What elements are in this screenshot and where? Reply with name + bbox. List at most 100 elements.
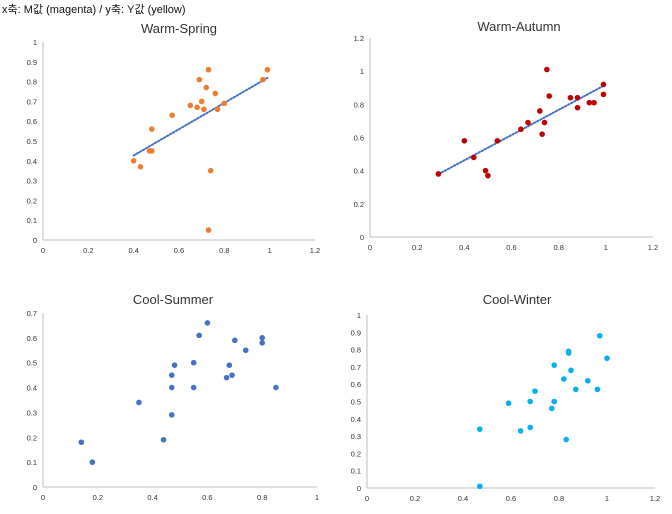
y-tick-label: 0 xyxy=(357,484,361,493)
data-point xyxy=(565,348,572,355)
y-tick-label: 0.4 xyxy=(27,157,37,166)
y-tick-label: 0.9 xyxy=(27,58,37,67)
data-point xyxy=(586,99,593,106)
x-tick-label: 1 xyxy=(315,493,319,502)
y-tick-label: 0.1 xyxy=(27,458,37,467)
y-tick-label: 0.8 xyxy=(354,100,364,109)
data-point xyxy=(527,398,533,405)
data-point xyxy=(551,398,557,405)
data-point xyxy=(567,94,574,101)
y-tick-label: 0.4 xyxy=(351,415,361,424)
y-tick-label: 0.8 xyxy=(351,346,361,355)
x-tick-label: 0.2 xyxy=(410,494,420,503)
y-tick-label: 0.2 xyxy=(354,200,364,209)
y-tick-label: 0.6 xyxy=(351,380,361,389)
data-point xyxy=(485,172,491,179)
y-tick-label: 0.1 xyxy=(351,467,361,476)
chart-title-cool-summer: Cool-Summer xyxy=(133,292,214,307)
y-tick-label: 0.1 xyxy=(27,216,37,225)
y-tick-label: 1 xyxy=(33,38,37,47)
data-point xyxy=(273,384,279,391)
y-tick-label: 0.2 xyxy=(27,196,37,205)
chart-cool-winter: Cool-Winter 0 0.2 0.4 0.6 0.8 1 1.2 0 0.1 0.2 0.3 0.… xyxy=(351,292,661,503)
data-point xyxy=(205,227,212,233)
trendline xyxy=(132,76,269,157)
y-tick-label: 0.6 xyxy=(27,117,37,126)
y-tick-label: 1 xyxy=(357,311,361,320)
y-tick-label: 1 xyxy=(360,67,364,76)
y-tick-label: 0.4 xyxy=(27,384,37,393)
data-point xyxy=(525,119,531,126)
data-point xyxy=(573,386,579,393)
data-point xyxy=(518,126,524,133)
x-tick-label: 1.2 xyxy=(650,494,660,503)
data-point xyxy=(136,399,142,406)
chart-title-warm-spring: Warm-Spring xyxy=(141,21,217,36)
data-point xyxy=(517,428,524,434)
x-tick-label: 0.2 xyxy=(93,493,103,502)
x-tick-label: 1 xyxy=(268,246,272,255)
x-tick-label: 0 xyxy=(365,494,369,503)
data-point xyxy=(527,424,533,431)
data-point xyxy=(190,359,197,366)
data-point xyxy=(226,362,233,369)
chart-warm-spring: Warm-Spring 0 0.2 0.4 0.6 0.8 1 1.2 0 0.1 0.2 0.3 0.… xyxy=(27,21,321,255)
y-tick-label: 0.3 xyxy=(351,432,361,441)
data-point xyxy=(160,436,167,443)
y-tick-label: 0.3 xyxy=(27,408,37,417)
chart-cool-summer: Cool-Summer 0 0.2 0.4 0.6 0.8 1 0 0.1 0.2 0.3 0.4 0.… xyxy=(27,292,320,502)
y-tick-label: 0.7 xyxy=(27,309,37,318)
data-point xyxy=(477,426,483,432)
x-tick-label: 0.2 xyxy=(412,243,422,252)
data-point xyxy=(260,76,266,83)
data-point xyxy=(574,104,581,111)
data-point xyxy=(168,384,175,391)
data-point xyxy=(594,386,601,393)
data-point xyxy=(223,374,230,381)
data-point xyxy=(137,163,144,170)
data-point xyxy=(212,90,219,97)
x-tick-label: 0 xyxy=(368,243,372,252)
chart-title-cool-winter: Cool-Winter xyxy=(483,292,552,307)
y-tick-label: 0.5 xyxy=(351,398,361,407)
x-tick-label: 0.6 xyxy=(174,246,184,255)
x-tick-label: 0.8 xyxy=(553,243,563,252)
data-point xyxy=(494,138,501,144)
data-point xyxy=(541,119,548,126)
data-point xyxy=(568,367,574,374)
data-point xyxy=(171,362,178,369)
data-point xyxy=(205,66,212,73)
y-tick-label: 0.2 xyxy=(351,449,361,458)
data-point xyxy=(196,332,202,339)
data-point xyxy=(207,167,214,174)
data-point xyxy=(563,436,569,443)
x-tick-label: 0.4 xyxy=(128,246,138,255)
y-tick-label: 0.2 xyxy=(27,433,37,442)
y-tick-label: 0.6 xyxy=(27,334,37,343)
y-tick-label: 0.6 xyxy=(354,134,364,143)
x-tick-label: 1.2 xyxy=(648,243,658,252)
chart-warm-autumn: Warm-Autumn 0 0.2 0.4 0.6 0.8 1 1.2 0 0.2 0.4 0.6 0.… xyxy=(354,19,659,252)
data-point xyxy=(149,126,155,132)
data-point xyxy=(229,372,235,378)
x-tick-label: 0 xyxy=(41,493,45,502)
x-tick-label: 0.8 xyxy=(219,246,229,255)
data-point xyxy=(574,94,581,101)
data-point xyxy=(259,335,266,341)
x-tick-label: 0.2 xyxy=(83,246,93,255)
y-tick-label: 0.7 xyxy=(27,97,37,106)
data-point xyxy=(435,171,442,177)
data-point xyxy=(591,99,597,106)
x-tick-label: 0.8 xyxy=(554,494,564,503)
figure-caption: x축: M값 (magenta) / y축: Y값 (yellow) xyxy=(2,4,186,16)
data-point xyxy=(168,372,175,378)
x-tick-label: 0.4 xyxy=(147,493,157,502)
x-tick-label: 0.6 xyxy=(202,493,212,502)
y-tick-label: 0.4 xyxy=(354,167,364,176)
data-point xyxy=(482,167,489,174)
data-point xyxy=(187,102,194,109)
y-tick-label: 0.8 xyxy=(27,78,37,87)
y-tick-label: 1.2 xyxy=(354,34,364,43)
data-point xyxy=(585,377,591,384)
